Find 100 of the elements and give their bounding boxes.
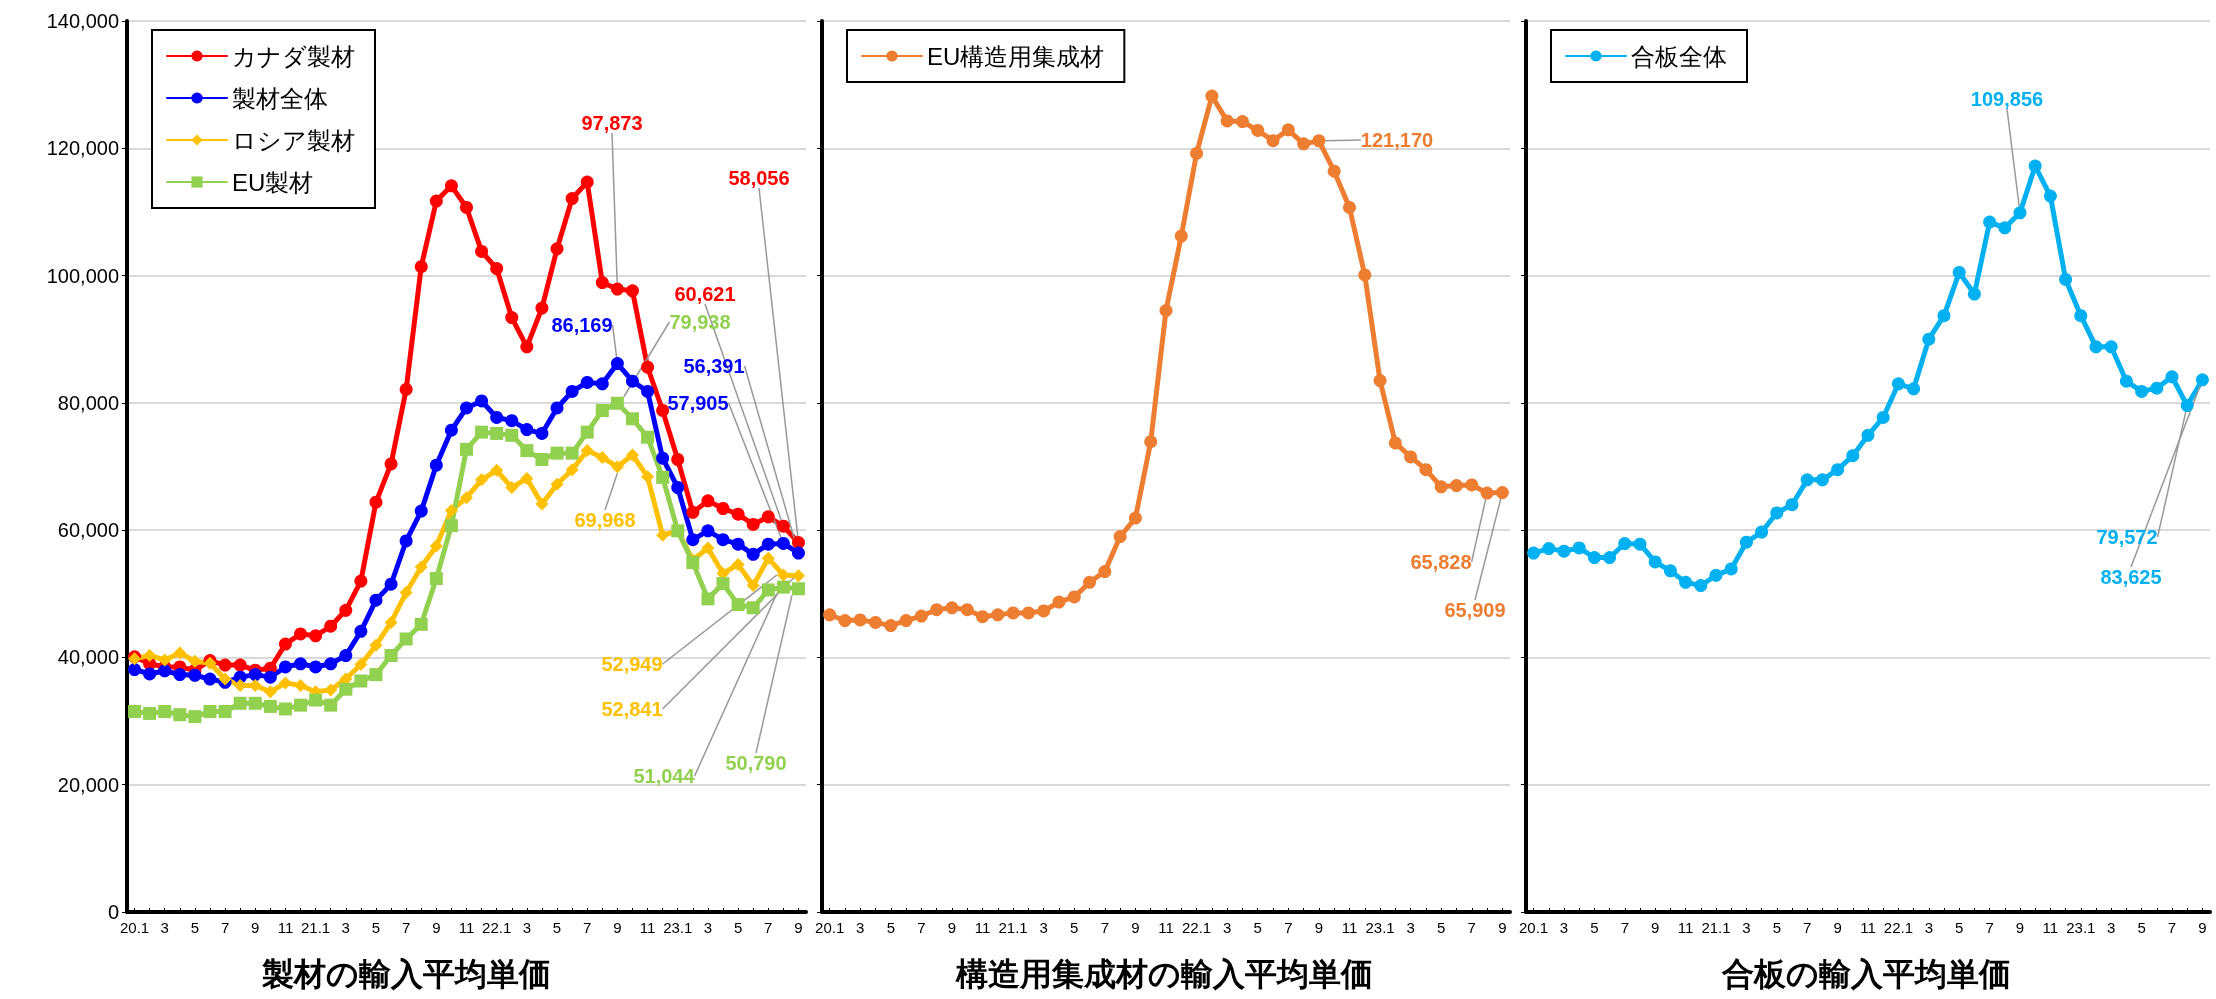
- x-tick-label: 20.1: [815, 919, 845, 936]
- y-tick-label: 0: [107, 901, 119, 923]
- x-tick-label: 3: [1559, 919, 1569, 936]
- point: [656, 451, 670, 465]
- point: [930, 603, 944, 617]
- x-tick-label: 22.1: [1883, 919, 1913, 936]
- point: [1373, 374, 1387, 388]
- point: [520, 444, 534, 458]
- point: [1907, 382, 1921, 396]
- x-tick-label: 7: [1620, 919, 1629, 936]
- point: [1861, 428, 1875, 442]
- x-tick-label: 11: [1158, 919, 1174, 936]
- point: [701, 524, 715, 538]
- point: [444, 179, 458, 193]
- point: [1021, 606, 1035, 620]
- x-tick-label: 3: [1406, 919, 1415, 936]
- x-tick-label: 7: [2167, 919, 2177, 936]
- point: [278, 676, 292, 690]
- point: [188, 710, 202, 724]
- point: [429, 572, 443, 586]
- point: [399, 586, 413, 600]
- data-label: 56,391: [683, 355, 745, 377]
- point: [1755, 525, 1769, 539]
- point: [565, 384, 579, 398]
- point: [324, 657, 338, 671]
- point: [1679, 575, 1693, 589]
- point: [1618, 537, 1632, 550]
- x-tick-label: 11: [639, 919, 656, 936]
- x-tick-label: 9: [1651, 919, 1660, 936]
- point: [1967, 287, 1981, 301]
- point: [294, 678, 308, 692]
- point: [384, 457, 398, 471]
- text: 合板の輸入平均単価: [1720, 956, 2011, 992]
- data-label: 52,841: [601, 698, 663, 720]
- point: [460, 491, 473, 505]
- point: [248, 668, 262, 682]
- point: [1542, 542, 1556, 556]
- point: [309, 660, 323, 674]
- data-label: 109,856: [1970, 88, 2044, 110]
- point: [565, 463, 579, 477]
- data-label: 65,828: [1410, 551, 1472, 573]
- x-tick-label: 7: [917, 919, 926, 936]
- x-tick-label: 9: [432, 919, 441, 936]
- point: [761, 583, 775, 597]
- point: [1052, 595, 1066, 609]
- y-tick-label: 120,000: [46, 137, 119, 160]
- point: [490, 262, 504, 276]
- data-label: 65,909: [1444, 599, 1506, 621]
- point: [2119, 374, 2133, 388]
- point: [610, 460, 624, 474]
- x-tick-label: 7: [1284, 919, 1293, 936]
- point: [218, 705, 232, 719]
- legend-label: 製材全体: [232, 84, 328, 112]
- point: [278, 660, 292, 674]
- x-tick-label: 9: [613, 919, 622, 936]
- point: [1709, 568, 1723, 582]
- x-tick-label: 7: [401, 919, 411, 936]
- point: [976, 610, 990, 624]
- point: [520, 472, 534, 486]
- point: [641, 430, 655, 444]
- text: 製材の輸入平均単価: [260, 956, 551, 992]
- x-tick-label: 7: [220, 919, 230, 936]
- legend-label: カナダ製材: [232, 42, 355, 70]
- x-tick-label: 3: [341, 919, 350, 936]
- x-tick-label: 5: [371, 919, 381, 936]
- point: [991, 608, 1005, 622]
- x-tick-label: 5: [1772, 919, 1781, 936]
- point: [791, 546, 805, 560]
- x-tick-label: 22.1: [482, 919, 512, 936]
- data-label: 121,170: [1360, 129, 1434, 151]
- point: [384, 649, 398, 663]
- x-tick-label: 21.1: [1701, 919, 1731, 936]
- x-tick-label: 5: [1955, 919, 1964, 936]
- point: [1220, 114, 1234, 128]
- point: [625, 284, 639, 298]
- data-label: 97,873: [581, 112, 643, 134]
- point: [1266, 134, 1280, 148]
- point: [1527, 546, 1541, 560]
- data-label: 69,968: [574, 509, 636, 531]
- point: [716, 502, 730, 515]
- point: [535, 453, 549, 466]
- point: [399, 632, 413, 646]
- point: [1281, 123, 1295, 137]
- point: [1663, 564, 1677, 578]
- point: [580, 175, 594, 189]
- point: [278, 702, 292, 716]
- point: [1450, 479, 1463, 493]
- x-tick-label: 7: [583, 919, 592, 936]
- x-tick-label: 5: [1070, 919, 1079, 936]
- x-tick-label: 5: [886, 919, 895, 936]
- point: [1572, 541, 1586, 555]
- point: [505, 481, 519, 494]
- legend-label: EU製材: [232, 168, 314, 196]
- x-tick-label: 5: [190, 919, 200, 936]
- point: [354, 674, 368, 688]
- point: [128, 663, 142, 677]
- point: [460, 401, 473, 415]
- point: [1205, 89, 1219, 103]
- point: [731, 598, 745, 612]
- point: [294, 627, 308, 641]
